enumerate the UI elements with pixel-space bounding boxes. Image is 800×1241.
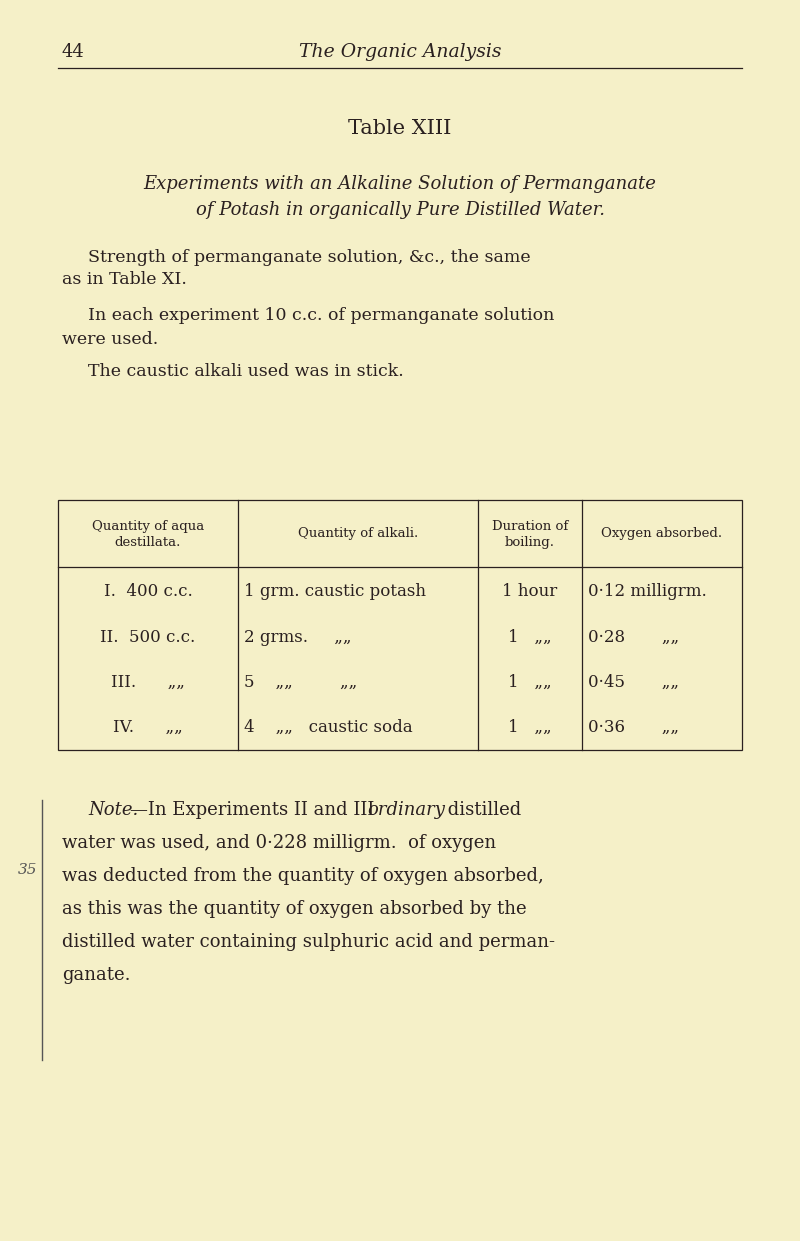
Text: Oxygen absorbed.: Oxygen absorbed. bbox=[602, 527, 722, 540]
Text: of Potash in organically Pure Distilled Water.: of Potash in organically Pure Distilled … bbox=[195, 201, 605, 218]
Text: The Organic Analysis: The Organic Analysis bbox=[298, 43, 502, 61]
Text: 1   „„: 1 „„ bbox=[508, 674, 552, 691]
Text: water was used, and 0·228 milligrm.  of oxygen: water was used, and 0·228 milligrm. of o… bbox=[62, 834, 496, 853]
Text: 1 grm. caustic potash: 1 grm. caustic potash bbox=[244, 582, 426, 599]
Text: 2 grms.     „„: 2 grms. „„ bbox=[244, 629, 351, 647]
Text: 35: 35 bbox=[18, 862, 38, 877]
Text: Table XIII: Table XIII bbox=[348, 118, 452, 138]
Text: 1   „„: 1 „„ bbox=[508, 629, 552, 647]
Text: Strength of permanganate solution, &c., the same: Strength of permanganate solution, &c., … bbox=[88, 248, 530, 266]
Text: III.      „„: III. „„ bbox=[111, 674, 185, 691]
Text: —In Experiments II and III: —In Experiments II and III bbox=[130, 800, 380, 819]
Text: boiling.: boiling. bbox=[505, 536, 555, 549]
Text: Quantity of alkali.: Quantity of alkali. bbox=[298, 527, 418, 540]
Text: as in Table XI.: as in Table XI. bbox=[62, 272, 187, 288]
Text: In each experiment 10 c.c. of permanganate solution: In each experiment 10 c.c. of permangana… bbox=[88, 308, 554, 324]
Text: Duration of: Duration of bbox=[492, 520, 568, 532]
Text: 4    „„   caustic soda: 4 „„ caustic soda bbox=[244, 719, 413, 736]
Text: ganate.: ganate. bbox=[62, 965, 130, 984]
Text: II.  500 c.c.: II. 500 c.c. bbox=[100, 629, 196, 647]
Bar bbox=[58, 500, 742, 750]
Text: destillata.: destillata. bbox=[115, 536, 181, 549]
Text: 0·28       „„: 0·28 „„ bbox=[588, 629, 679, 647]
Text: ordinary: ordinary bbox=[367, 800, 445, 819]
Text: The caustic alkali used was in stick.: The caustic alkali used was in stick. bbox=[88, 364, 404, 381]
Text: 1   „„: 1 „„ bbox=[508, 719, 552, 736]
Text: I.  400 c.c.: I. 400 c.c. bbox=[104, 582, 192, 599]
Text: distilled: distilled bbox=[442, 800, 522, 819]
Text: as this was the quantity of oxygen absorbed by the: as this was the quantity of oxygen absor… bbox=[62, 900, 526, 918]
Text: Note.: Note. bbox=[88, 800, 138, 819]
Text: Quantity of aqua: Quantity of aqua bbox=[92, 520, 204, 532]
Text: was deducted from the quantity of oxygen absorbed,: was deducted from the quantity of oxygen… bbox=[62, 867, 544, 885]
Text: IV.      „„: IV. „„ bbox=[113, 719, 183, 736]
Text: 0·12 milligrm.: 0·12 milligrm. bbox=[588, 582, 706, 599]
Text: 5    „„         „„: 5 „„ „„ bbox=[244, 674, 358, 691]
Text: 0·36       „„: 0·36 „„ bbox=[588, 719, 679, 736]
Text: were used.: were used. bbox=[62, 330, 158, 347]
Text: Experiments with an Alkaline Solution of Permanganate: Experiments with an Alkaline Solution of… bbox=[143, 175, 657, 194]
Text: 0·45       „„: 0·45 „„ bbox=[588, 674, 679, 691]
Text: distilled water containing sulphuric acid and perman-: distilled water containing sulphuric aci… bbox=[62, 933, 555, 951]
Text: 1 hour: 1 hour bbox=[502, 582, 558, 599]
Text: 44: 44 bbox=[62, 43, 85, 61]
